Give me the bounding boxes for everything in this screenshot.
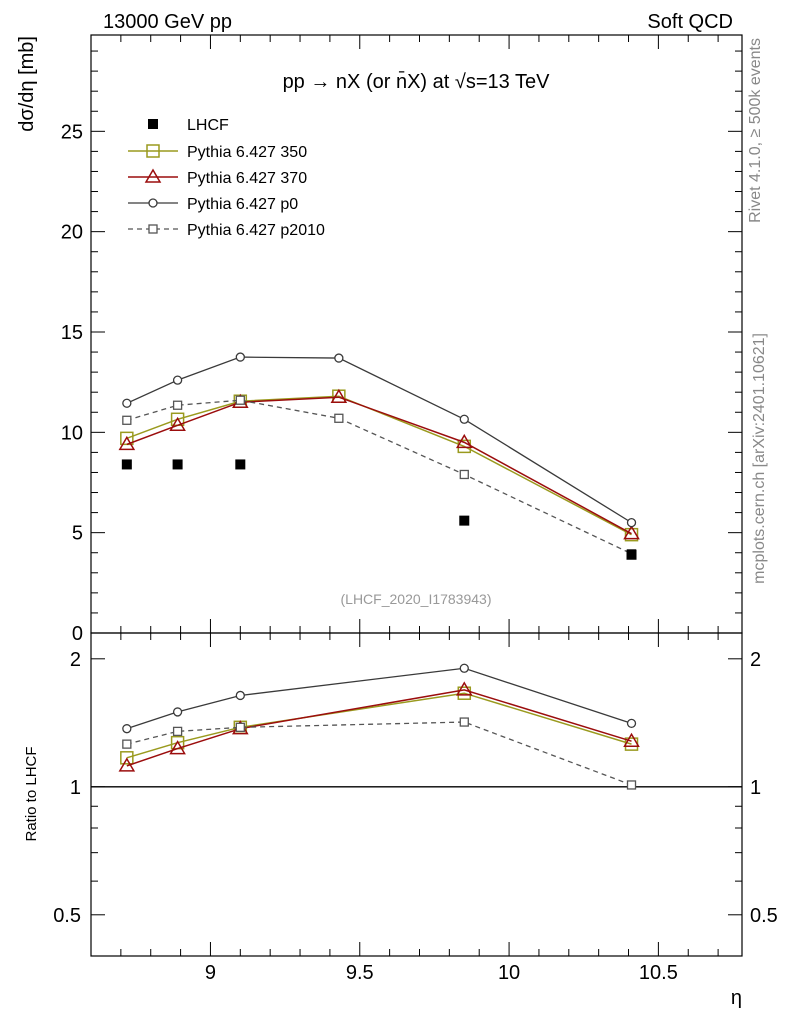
- marker-p0: [235, 690, 245, 701]
- analysis-watermark: (LHCF_2020_I1783943): [341, 591, 492, 607]
- ratio-axes: 9 9.5 10 10.5 0.5 0.5 1 1 2 2: [53, 633, 778, 984]
- main-y-tick-label: 15: [61, 322, 83, 344]
- marker-p2010: [459, 717, 469, 727]
- data-point-lhcf: [459, 515, 470, 526]
- series-line-p350: [126, 692, 632, 759]
- ratio-panel-frame: [90, 632, 743, 957]
- legend-label-lhcf: LHCF: [187, 117, 229, 134]
- marker-p370: [169, 740, 186, 755]
- marker-p0: [122, 398, 132, 408]
- main-plot-title: pp → nX (or n̄X) at √s=13 TeV: [283, 70, 551, 93]
- marker-p0: [235, 352, 245, 362]
- series-line-p350: [126, 395, 632, 536]
- marker-p0: [334, 353, 344, 363]
- legend-marker-lhcf: [148, 119, 158, 129]
- legend-label-p2010: Pythia 6.427 p2010: [187, 222, 325, 239]
- marker-p2010: [459, 469, 469, 480]
- ratio-y-axis-label: Ratio to LHCF: [23, 746, 40, 841]
- series-line-p2010: [126, 721, 632, 786]
- main-y-tick-label: 0: [72, 623, 83, 645]
- legend-marker-p2010: [148, 224, 158, 234]
- x-tick-label: 9: [205, 962, 216, 984]
- marker-p0: [122, 724, 132, 734]
- header-category-label: Soft QCD: [647, 11, 733, 33]
- marker-p370: [623, 525, 640, 540]
- marker-p2010: [172, 726, 183, 737]
- main-y-tick-label: 5: [72, 523, 83, 545]
- marker-p0: [172, 707, 183, 717]
- marker-p350: [120, 751, 134, 765]
- legend-label-p350: Pythia 6.427 350: [187, 144, 307, 161]
- series-line-p2010: [126, 399, 632, 555]
- ratio-y-tick-label-right: 0.5: [750, 905, 778, 927]
- ratio-y-tick-label-right: 2: [750, 649, 761, 671]
- series-line-p0: [126, 356, 632, 524]
- main-y-tick-label: 10: [61, 422, 83, 444]
- series-line-p0: [126, 667, 632, 730]
- marker-p370: [330, 388, 348, 403]
- marker-p370: [623, 732, 640, 747]
- header-energy-label: 13000 GeV pp: [103, 11, 232, 33]
- marker-p0: [626, 718, 637, 729]
- main-y-tick-label: 20: [61, 222, 83, 244]
- main-y-axis-label: dσ/dη [mb]: [16, 36, 38, 132]
- ratio-y-tick-label: 2: [70, 649, 81, 671]
- legend-marker-p350: [146, 144, 160, 158]
- series-line-p370: [126, 396, 632, 535]
- marker-p2010: [334, 413, 344, 423]
- marker-p2010: [626, 780, 637, 790]
- ratio-y-tick-label-right: 1: [750, 777, 761, 799]
- marker-p370: [455, 681, 473, 696]
- marker-p370: [118, 435, 136, 451]
- x-tick-label: 10.5: [639, 962, 678, 984]
- legend: LHCF Pythia 6.427 350 Pythia 6.427 370 P…: [128, 117, 325, 239]
- main-axes: 0 5 10 15 20 25: [61, 35, 742, 645]
- x-axis-label: η: [731, 987, 742, 1009]
- marker-p2010: [122, 415, 132, 425]
- marker-p0: [172, 375, 183, 385]
- marker-p370: [169, 416, 186, 432]
- series-line-p370: [126, 689, 632, 767]
- legend-marker-p370: [144, 168, 162, 183]
- marker-p2010: [235, 395, 245, 405]
- rivet-version-label: Rivet 4.1.0, ≥ 500k events: [747, 38, 764, 223]
- legend-label-p0: Pythia 6.427 p0: [187, 196, 298, 213]
- ratio-y-tick-label: 0.5: [53, 905, 81, 927]
- marker-p370: [118, 757, 136, 772]
- legend-label-p370: Pythia 6.427 370: [187, 170, 307, 187]
- ratio-y-tick-label: 1: [70, 777, 81, 799]
- legend-marker-p0: [148, 198, 158, 208]
- data-point-lhcf: [626, 549, 637, 560]
- marker-p0: [626, 517, 637, 528]
- marker-p2010: [172, 400, 183, 410]
- marker-p0: [459, 414, 469, 424]
- mcplots-source-label: mcplots.cern.ch [arXiv:2401.10621]: [751, 333, 768, 584]
- marker-p370: [455, 433, 473, 449]
- main-series-layer: [118, 352, 640, 560]
- x-tick-label: 9.5: [346, 962, 374, 984]
- data-point-lhcf: [235, 459, 246, 470]
- marker-p2010: [235, 722, 245, 732]
- ratio-series-layer: [118, 663, 640, 790]
- main-panel: pp → nX (or n̄X) at √s=13 TeV dσ/dη [mb]…: [16, 34, 743, 645]
- data-point-lhcf: [121, 459, 132, 470]
- x-tick-label: 10: [498, 962, 520, 984]
- ratio-panel: Ratio to LHCF η 9 9.5 10 10.5 0.5 0.5 1 1 2 2: [23, 632, 778, 1009]
- data-point-lhcf: [172, 459, 183, 470]
- marker-p0: [459, 663, 469, 673]
- marker-p2010: [122, 739, 132, 749]
- marker-p350: [624, 527, 639, 542]
- main-y-tick-label: 25: [61, 121, 83, 143]
